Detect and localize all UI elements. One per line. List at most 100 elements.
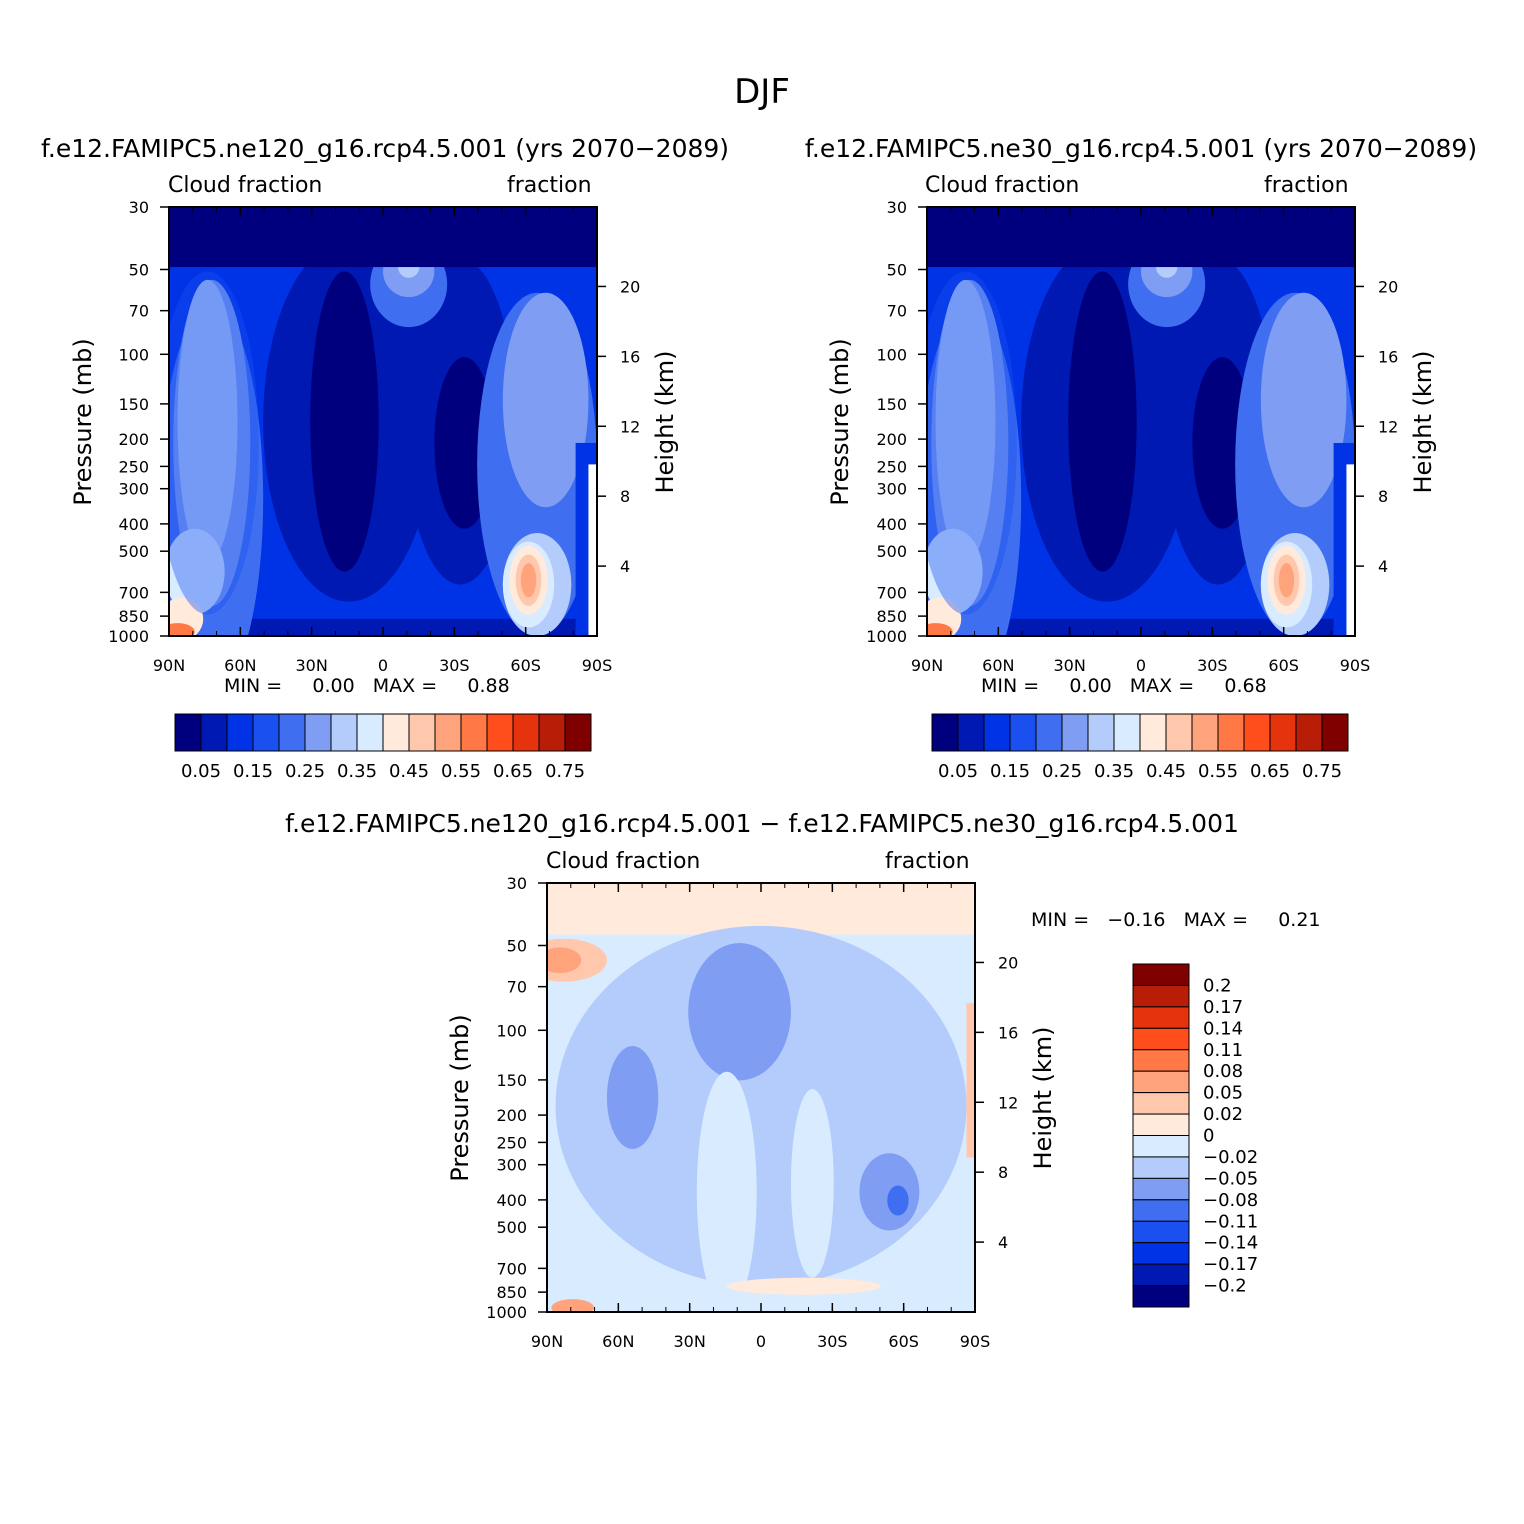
panel3-stats: MIN = −0.16 MAX = 0.21 bbox=[1031, 909, 1321, 931]
panel2-colorbar-box bbox=[1217, 713, 1245, 752]
panel2-colorbar-box bbox=[1009, 713, 1037, 752]
panel1-ytick-label: 250 bbox=[118, 457, 149, 476]
panel2-ytick-label: 500 bbox=[876, 542, 907, 561]
panel2-ytick-label: 100 bbox=[876, 345, 907, 364]
panel3-xtick-label: 30S bbox=[817, 1332, 848, 1351]
panel3-colorbar-box bbox=[1132, 1070, 1190, 1094]
panel2-colorbar-box bbox=[1243, 713, 1271, 752]
panel2-colorbar-label: 0.45 bbox=[1146, 761, 1186, 782]
panel3-ytick-label: 200 bbox=[496, 1106, 527, 1125]
panel1-ytick-label: 50 bbox=[129, 260, 149, 279]
panel2-ytick-right-label: 8 bbox=[1378, 487, 1388, 506]
panel2-colorbar-label: 0.55 bbox=[1198, 761, 1238, 782]
panel1-ytick-label: 30 bbox=[129, 198, 149, 217]
panel1-xtick-label: 30N bbox=[296, 656, 328, 675]
panel3-ytick-label: 250 bbox=[496, 1133, 527, 1152]
panel1-ytick-label: 400 bbox=[118, 515, 149, 534]
panel1-left-label: Cloud fraction bbox=[168, 173, 323, 198]
panel1-title: f.e12.FAMIPC5.ne120_g16.rcp4.5.001 (yrs … bbox=[40, 134, 730, 163]
panel3-colorbar-box bbox=[1132, 1199, 1190, 1222]
panel3-xtick-label: 30N bbox=[674, 1332, 706, 1351]
panel3-ytick-right-label: 8 bbox=[998, 1163, 1008, 1182]
panel3-colorbar-label: −0.08 bbox=[1203, 1190, 1258, 1211]
panel3-right-label: fraction bbox=[885, 849, 970, 874]
panel3-colorbar-label: −0.17 bbox=[1203, 1254, 1258, 1275]
panel1-colorbar-box bbox=[486, 713, 514, 752]
panel2-left-label: Cloud fraction bbox=[925, 173, 1080, 198]
panel3-colorbar-box bbox=[1132, 1049, 1190, 1072]
panel1-colorbar-label: 0.65 bbox=[493, 761, 533, 782]
panel1-ytick-right-label: 4 bbox=[620, 557, 630, 576]
panel3-colorbar-label: 0.11 bbox=[1203, 1040, 1243, 1061]
panel1-ytick-label: 200 bbox=[118, 430, 149, 449]
panel1-xtick-label: 30S bbox=[439, 656, 470, 675]
panel3-colorbar-label: 0.14 bbox=[1203, 1018, 1243, 1039]
panel1-ytick-right-label: 20 bbox=[620, 277, 640, 296]
panel1-xtick-label: 90S bbox=[582, 656, 613, 675]
panel1-ytick-label: 100 bbox=[118, 345, 149, 364]
panel1-right-label: fraction bbox=[507, 173, 592, 198]
panel2-xtick-label: 90S bbox=[1340, 656, 1371, 675]
panel2-colorbar-box bbox=[1139, 713, 1167, 752]
panel1-colorbar-box bbox=[174, 713, 202, 752]
panel1-stats: MIN = 0.00 MAX = 0.88 bbox=[224, 675, 510, 697]
panel2-ytick-label: 300 bbox=[876, 480, 907, 499]
panel3-ytick-label: 30 bbox=[507, 874, 527, 893]
panel3-ytick-label: 70 bbox=[507, 978, 527, 997]
panel3-colorbar-box bbox=[1132, 1006, 1190, 1029]
panel2-ytick-label: 700 bbox=[876, 583, 907, 602]
panel2-colorbar-box bbox=[1165, 713, 1193, 752]
panel3-title: f.e12.FAMIPC5.ne120_g16.rcp4.5.001 − f.e… bbox=[285, 809, 1239, 838]
panel2-colorbar-box bbox=[931, 713, 959, 752]
panel2-xtick-label: 0 bbox=[1136, 656, 1146, 675]
panel3-colorbar-box bbox=[1132, 1285, 1190, 1308]
panel3-field bbox=[547, 883, 975, 1312]
panel2-colorbar-label: 0.05 bbox=[938, 761, 978, 782]
panel1-ytick-right-label: 16 bbox=[620, 347, 640, 366]
panel3-ytick-label: 1000 bbox=[486, 1303, 527, 1322]
panel1-ytick-label: 300 bbox=[118, 480, 149, 499]
panel2-colorbar-label: 0.35 bbox=[1094, 761, 1134, 782]
panel3-colorbar-label: −0.14 bbox=[1203, 1233, 1258, 1254]
panel3-colorbar-label: 0.17 bbox=[1203, 997, 1243, 1018]
panel3-colorbar-box bbox=[1132, 984, 1190, 1008]
panel3-ytick-right-label: 12 bbox=[998, 1093, 1018, 1112]
panel2-right-label: fraction bbox=[1264, 173, 1349, 198]
panel2-stats: MIN = 0.00 MAX = 0.68 bbox=[981, 675, 1267, 697]
panel1-colorbar-label: 0.75 bbox=[545, 761, 585, 782]
panel1-colorbar-box bbox=[434, 713, 462, 752]
panel1-colorbar-box bbox=[460, 713, 488, 752]
panel1-xtick-label: 60N bbox=[224, 656, 256, 675]
panel2-ytick-label: 1000 bbox=[866, 627, 907, 646]
panel3-colorbar-box bbox=[1132, 963, 1190, 986]
panel1-ytick-label: 500 bbox=[118, 542, 149, 561]
panel2-ytick-label: 400 bbox=[876, 515, 907, 534]
panel3-colorbar-label: 0.05 bbox=[1203, 1083, 1243, 1104]
panel3-colorbar-box bbox=[1132, 1220, 1190, 1244]
panel2-colorbar-box bbox=[1035, 713, 1063, 752]
panel3-ytick-right-label: 4 bbox=[998, 1233, 1008, 1252]
panel1-xtick-label: 90N bbox=[153, 656, 185, 675]
panel2-xtick-label: 30S bbox=[1197, 656, 1228, 675]
panel2-ytick-label: 850 bbox=[876, 607, 907, 626]
panel2-xtick-label: 30N bbox=[1054, 656, 1086, 675]
panel1-colorbar-label: 0.55 bbox=[441, 761, 481, 782]
panel2-colorbar-label: 0.25 bbox=[1042, 761, 1082, 782]
panel1-colorbar-box bbox=[356, 713, 384, 752]
panel3-colorbar-label: 0.02 bbox=[1203, 1104, 1243, 1125]
panel2-ytick-label: 150 bbox=[876, 395, 907, 414]
panel2-colorbar-box bbox=[1295, 713, 1323, 752]
panel2-colorbar-box bbox=[1061, 713, 1089, 752]
panel3-ytick-label: 50 bbox=[507, 936, 527, 955]
panel1-xtick-label: 60S bbox=[510, 656, 541, 675]
panel3-colorbar-box bbox=[1132, 1027, 1190, 1051]
panel2-ytick-right-label: 12 bbox=[1378, 417, 1398, 436]
panel3-colorbar-box bbox=[1132, 1156, 1190, 1179]
panel3-colorbar-label: 0 bbox=[1203, 1126, 1214, 1147]
panel2-title: f.e12.FAMIPC5.ne30_g16.rcp4.5.001 (yrs 2… bbox=[804, 134, 1478, 163]
panel1-colorbar-box bbox=[382, 713, 410, 752]
panel2-colorbar-box bbox=[1269, 713, 1297, 752]
panel3-ytick-label: 700 bbox=[496, 1259, 527, 1278]
panel1-colorbar-label: 0.05 bbox=[181, 761, 221, 782]
panel2-ytick-label: 200 bbox=[876, 430, 907, 449]
